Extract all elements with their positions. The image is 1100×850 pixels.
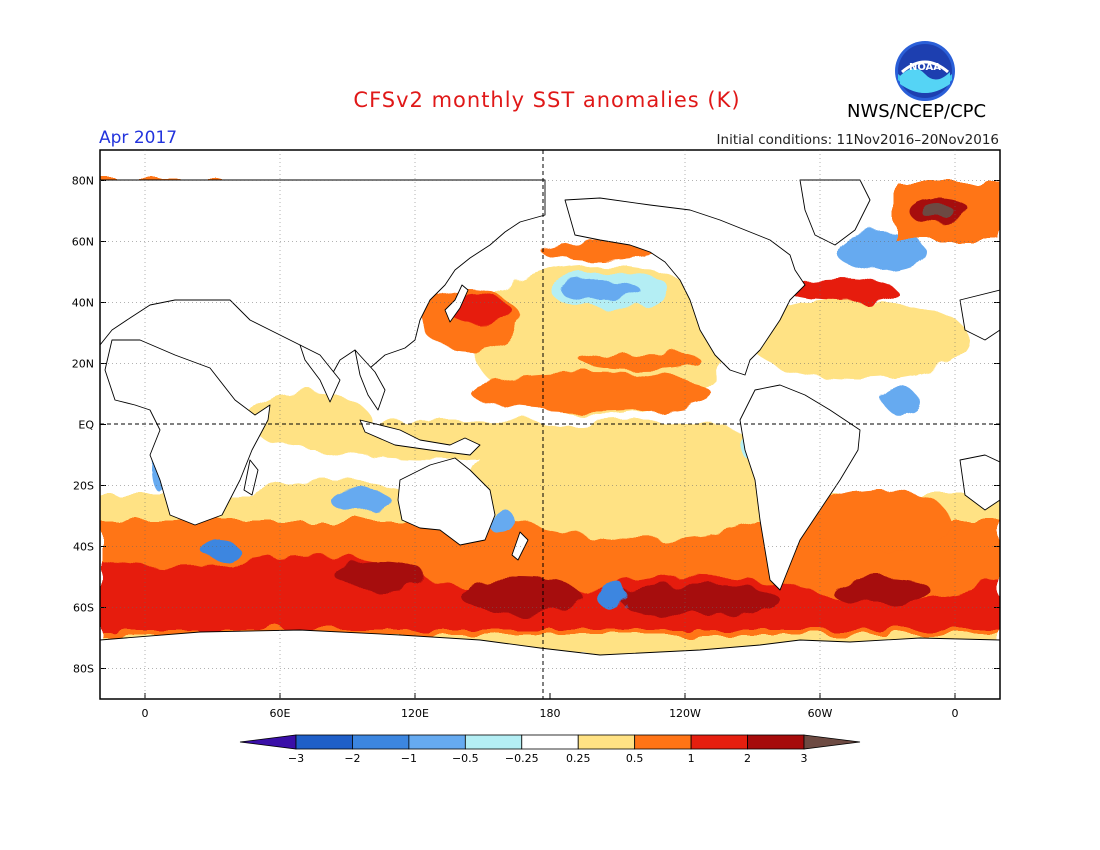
lat-tick-label: 80S	[73, 663, 94, 676]
lat-tick-label: 40N	[72, 297, 94, 310]
logo-text: NOAA	[909, 62, 941, 73]
lat-tick-label: 40S	[73, 541, 94, 554]
greenland	[799, 179, 871, 246]
southern-indian-cool	[202, 540, 238, 560]
africa	[104, 339, 271, 526]
africa-europe-asia	[100, 179, 546, 379]
japan	[444, 284, 469, 323]
gulf-stream-red	[785, 278, 895, 302]
lat-tick-label: EQ	[78, 419, 94, 432]
colorbar-swatch	[408, 734, 466, 750]
southeast-asia	[354, 349, 386, 411]
colorbar-swatch	[521, 734, 579, 750]
colorbar-swatch	[352, 734, 410, 750]
noaa-logo: NOAA	[895, 41, 955, 101]
north-atlantic-light	[750, 300, 970, 380]
land-masses	[100, 179, 1000, 699]
south-atlantic-orange	[810, 490, 950, 550]
chart-title: CFSv2 monthly SST anomalies (K)	[0, 88, 1100, 112]
colorbar-label: 0.25	[566, 752, 591, 765]
colorbar-label: −2	[344, 752, 360, 765]
chart-title-text: CFSv2 monthly SST anomalies (K)	[353, 88, 741, 112]
lon-tick-label: 0	[952, 707, 959, 720]
antarctica	[100, 629, 1000, 699]
colorbar-label: −0.5	[452, 752, 479, 765]
southern-ocean-darkred-1	[460, 577, 580, 613]
lon-tick-label: 120W	[669, 707, 701, 720]
forecast-month: Apr 2017	[99, 128, 178, 148]
southern-ocean-darkred-4	[830, 576, 930, 604]
new-zealand	[511, 531, 529, 561]
colorbar-swatch	[577, 734, 636, 750]
colorbar-swatch	[747, 734, 805, 750]
europe-east	[959, 289, 1000, 341]
atlantic-tropical-cool	[882, 388, 918, 412]
colorbar-label: 2	[744, 752, 751, 765]
barents-brown-east	[922, 204, 954, 220]
colorbar-label: 3	[801, 752, 808, 765]
lon-tick-label: 60W	[808, 707, 833, 720]
colorbar-low-arrow	[239, 734, 297, 750]
lat-tick-label: 60N	[72, 236, 94, 249]
initial-conditions: Initial conditions: 11Nov2016–20Nov2016	[716, 132, 999, 148]
colorbar-label: −0.25	[505, 752, 539, 765]
southern-ocean-darkred-2	[620, 584, 780, 616]
longitude-axis: 0 60E 120E 180 120W 60W 0	[142, 150, 959, 720]
lat-tick-label: 20N	[72, 358, 94, 371]
colorbar-label: −3	[288, 752, 304, 765]
north-pacific-cool-inner	[560, 280, 640, 300]
colorbar-label: 0.5	[626, 752, 644, 765]
indonesia	[359, 419, 481, 456]
north-pacific-orange-2	[580, 350, 700, 370]
colorbar-label: 1	[688, 752, 695, 765]
lon-tick-label: 180	[540, 707, 561, 720]
indian-subcontinent	[299, 344, 341, 403]
latitude-axis: 80N 60N 40N 20N EQ 20S 40S 60S 80S	[72, 175, 1000, 676]
colorbar-swatch	[690, 734, 748, 750]
colorbar-high-arrow	[803, 734, 861, 750]
west-australia-cool	[330, 488, 390, 512]
madagascar	[243, 459, 259, 496]
southern-ocean-darkred-3	[335, 561, 425, 589]
south-america	[739, 384, 861, 591]
colorbar-swatch	[464, 734, 523, 750]
south-pacific-cool	[596, 581, 628, 609]
colorbar-label: −1	[401, 752, 417, 765]
lon-tick-label: 0	[142, 707, 149, 720]
lon-tick-label: 120E	[401, 707, 429, 720]
anomaly-field	[100, 179, 1000, 699]
colorbar-swatch	[295, 734, 353, 750]
lat-tick-label: 60S	[73, 602, 94, 615]
lon-tick-label: 60E	[270, 707, 291, 720]
organization-label: NWS/NCEP/CPC	[847, 101, 987, 122]
africa-east-copy	[959, 454, 1000, 511]
lat-tick-label: 80N	[72, 175, 94, 188]
lat-tick-label: 20S	[73, 480, 94, 493]
colorbar: −3 −2 −1 −0.5 −0.25 0.25 0.5 1 2 3	[239, 734, 861, 765]
colorbar-swatch	[634, 734, 692, 750]
north-pacific-orange	[470, 372, 710, 412]
australia	[397, 457, 496, 546]
